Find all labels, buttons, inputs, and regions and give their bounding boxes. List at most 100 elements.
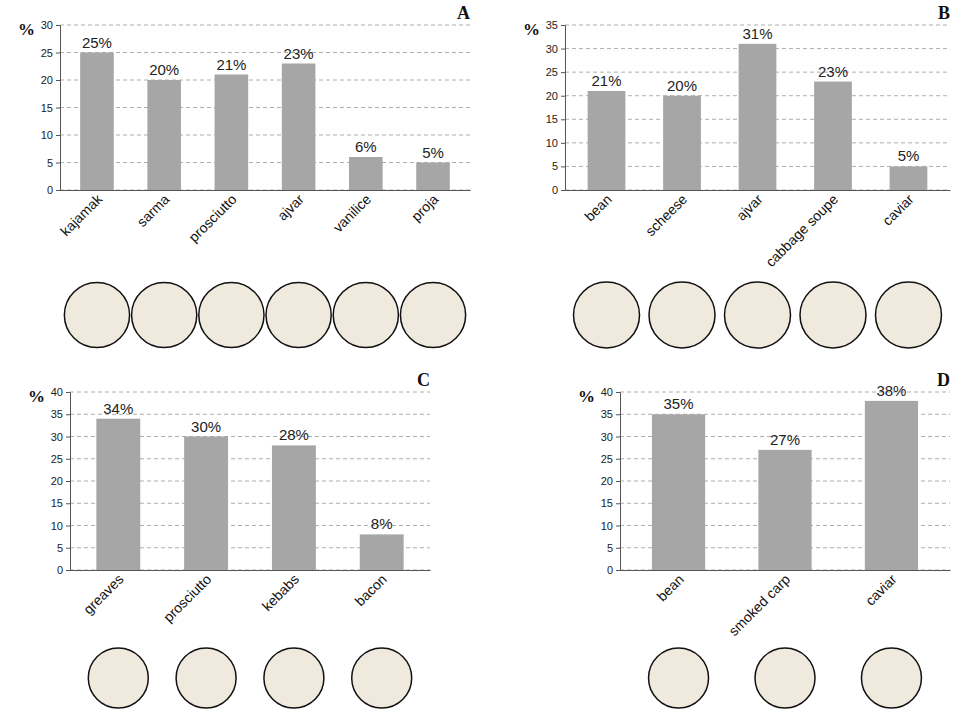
tick: caviar [879, 190, 917, 229]
tick: cabbage soupe [762, 190, 841, 270]
bars [96, 419, 403, 570]
tick-label: 20 [601, 475, 613, 487]
tick-label: 10 [41, 129, 53, 141]
bars [80, 53, 450, 191]
tick: greaves [80, 570, 127, 617]
x-axis: beansmoked carpcaviar [621, 570, 951, 639]
tick-mark [616, 392, 620, 393]
grid-line [60, 52, 470, 53]
tick-mark [561, 190, 565, 191]
axis-title: % [523, 20, 540, 39]
tick-mark [56, 108, 60, 109]
tick: 25 [51, 453, 70, 465]
tick: prosciutto [185, 190, 239, 245]
panel: 0510152025303540beansmoked carpcaviar%D3… [578, 370, 951, 708]
tick: 25 [601, 453, 620, 465]
panel: 05101520253035beanscheeseajvarcabbage so… [523, 3, 951, 348]
category-label: sarma [134, 191, 173, 230]
x-axis: beanscheeseajvarcabbage soupecaviar [566, 190, 951, 270]
data-labels: 25%20%21%23%6%5% [82, 34, 444, 161]
food-photo [199, 282, 264, 347]
data-label: 5% [422, 144, 444, 161]
bar [215, 75, 249, 191]
bar [739, 44, 777, 190]
data-label: 20% [149, 61, 179, 78]
food-photo [352, 648, 412, 708]
food-photo [649, 648, 709, 708]
tick: 30 [601, 431, 620, 443]
bar [865, 401, 918, 570]
grid-line [70, 392, 430, 393]
food-photo [266, 282, 331, 347]
tick-label: 10 [546, 137, 558, 149]
photos [88, 648, 411, 708]
tick: scheese [642, 190, 690, 239]
food-photo [264, 648, 324, 708]
data-label: 31% [742, 25, 772, 42]
category-label: kebabs [259, 571, 302, 614]
tick: 35 [546, 19, 565, 31]
data-label: 23% [284, 45, 314, 62]
tick: vanilice [330, 190, 374, 235]
tick-mark [56, 163, 60, 164]
food-photo [875, 282, 941, 348]
tick-label: 35 [601, 408, 613, 420]
tick: 0 [552, 184, 565, 196]
axis-title: % [28, 387, 45, 406]
tick-label: 0 [57, 564, 63, 576]
food-photo [176, 648, 236, 708]
panel: 051015202530kajamaksarmaprosciuttoajvarv… [18, 3, 471, 348]
tick-label: 30 [51, 431, 63, 443]
data-label: 38% [876, 382, 906, 399]
tick-mark [561, 96, 565, 97]
tick: 20 [546, 90, 565, 102]
data-label: 21% [216, 56, 246, 73]
tick: 35 [51, 408, 70, 420]
food-photo [861, 648, 921, 708]
tick: 35 [601, 408, 620, 420]
photos [574, 282, 942, 348]
tick-label: 20 [41, 74, 53, 86]
category-label: bacon [352, 571, 390, 609]
bar [663, 96, 701, 190]
tick-label: 25 [51, 453, 63, 465]
tick-mark [561, 72, 565, 73]
tick-label: 0 [607, 564, 613, 576]
tick: 5 [47, 157, 60, 169]
food-photo [649, 282, 715, 348]
tick: 0 [57, 564, 70, 576]
tick: caviar [862, 570, 900, 609]
category-label: prosciutto [185, 191, 239, 245]
tick-label: 15 [41, 102, 53, 114]
tick-label: 25 [546, 66, 558, 78]
data-label: 6% [355, 138, 377, 155]
tick: 15 [601, 497, 620, 509]
tick: 30 [41, 19, 60, 31]
tick-label: 30 [546, 43, 558, 55]
y-axis: 051015202530 [41, 19, 61, 196]
panel-letter: B [938, 3, 950, 23]
tick-mark [56, 190, 60, 191]
food-photo [88, 648, 148, 708]
food-photo [755, 648, 815, 708]
bars [588, 44, 928, 190]
tick-label: 15 [546, 113, 558, 125]
tick: 15 [41, 102, 60, 114]
food-photo [333, 282, 398, 347]
data-label: 30% [191, 418, 221, 435]
data-label: 28% [279, 426, 309, 443]
category-label: vanilice [330, 191, 374, 235]
grid [70, 392, 430, 570]
data-label: 23% [818, 63, 848, 80]
tick-mark [616, 526, 620, 527]
tick: 5 [607, 542, 620, 554]
tick: 15 [546, 113, 565, 125]
axis-line [56, 26, 61, 191]
tick: 5 [552, 160, 565, 172]
tick: kebabs [259, 570, 302, 614]
category-label: prosciutto [160, 571, 214, 625]
axis-title: % [18, 20, 35, 39]
bar [282, 64, 316, 191]
tick-label: 15 [601, 497, 613, 509]
tick-mark [561, 49, 565, 50]
